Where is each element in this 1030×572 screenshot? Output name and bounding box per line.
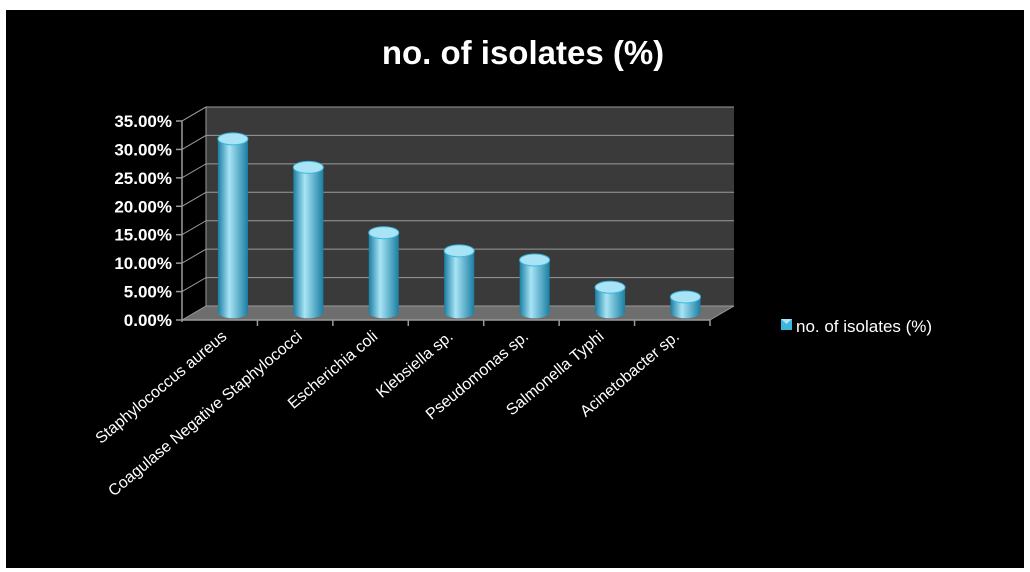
bar-top [292,160,324,174]
gridline [181,163,734,179]
y-tick-label: 15.00% [114,226,172,245]
x-tick-label: Staphylococcus aureus [93,328,231,447]
legend-label: no. of isolates (%) [796,317,932,336]
gridline [181,248,734,264]
cylinder-swatch-icon [781,319,792,330]
legend-swatch-top [781,319,792,324]
bar-top [594,280,626,294]
gridline [181,305,734,321]
bars [217,132,701,319]
gridline [181,277,734,293]
y-tick-label: 35.00% [114,112,172,131]
y-tick-label: 10.00% [114,254,172,273]
gridline [181,106,734,122]
legend-swatch [781,319,792,330]
bar-top [519,253,551,267]
y-tick-label: 25.00% [114,169,172,188]
legend: no. of isolates (%) [781,317,932,336]
bar-top [443,244,475,258]
wall-edge [181,106,207,306]
bar-base [217,306,248,319]
bar-chart: no. of isolates (%) 0.00% 5.00% 10.00% 15.0… [93,34,932,500]
y-tick-label: 5.00% [124,283,172,302]
bar-top [669,290,701,304]
bar [217,138,248,313]
chart-container: no. of isolates (%) 0.00% 5.00% 10.00% 15.0… [6,10,1024,568]
bar [293,167,324,313]
y-tick-label: 30.00% [114,140,172,159]
bar-top [368,226,400,240]
bar-base [293,306,324,319]
x-tick-label: Klebsiella sp. [373,328,456,402]
gridline [181,220,734,236]
y-axis: 0.00% 5.00% 10.00% 15.00% 20.00% 25.00% 30.00%… [114,112,735,330]
bar-base [519,306,550,319]
gridline [181,134,734,150]
bar-base [595,306,626,319]
bar [519,259,550,313]
floor-edge [709,305,735,321]
gridline [181,191,734,207]
gridlines [181,106,734,321]
chart-back-wall [206,107,734,306]
y-tick-label: 0.00% [124,311,172,330]
bar [444,250,475,313]
bar-base [368,306,399,319]
y-tick-label: 20.00% [114,197,172,216]
bar-base [670,306,701,319]
bar-top [217,132,249,146]
chart-title: no. of isolates (%) [382,34,664,71]
bar [368,232,399,313]
bar-base [444,306,475,319]
